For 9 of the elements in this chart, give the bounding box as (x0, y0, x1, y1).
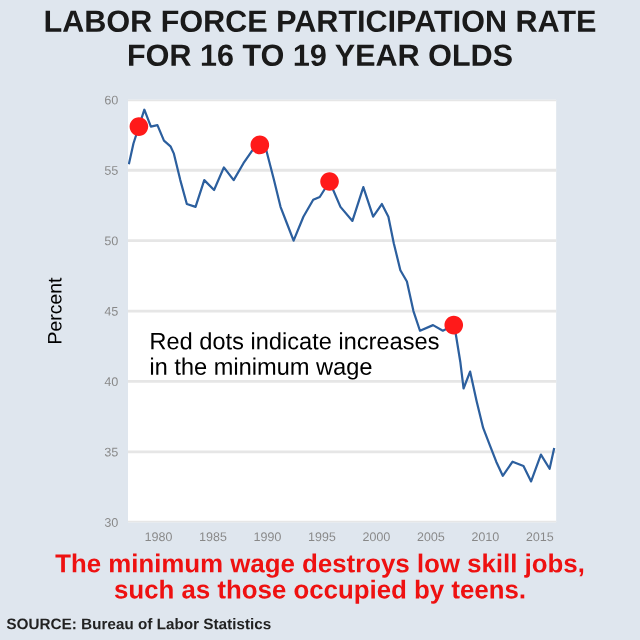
line-series (128, 108, 556, 483)
chart-title: LABOR FORCE PARTICIPATION RATE FOR 16 TO 19 YEAR OLDS (45, 10, 596, 67)
point (129, 117, 149, 136)
point (250, 135, 270, 155)
y-axis-title: Percent (48, 277, 62, 343)
annotation: Red dots indicate increases in the minimum wage (150, 332, 439, 380)
point (320, 172, 339, 191)
text: The minimum wage destroys low skill jobs, such as those occupied by teens. (55, 553, 584, 604)
point (444, 315, 464, 335)
